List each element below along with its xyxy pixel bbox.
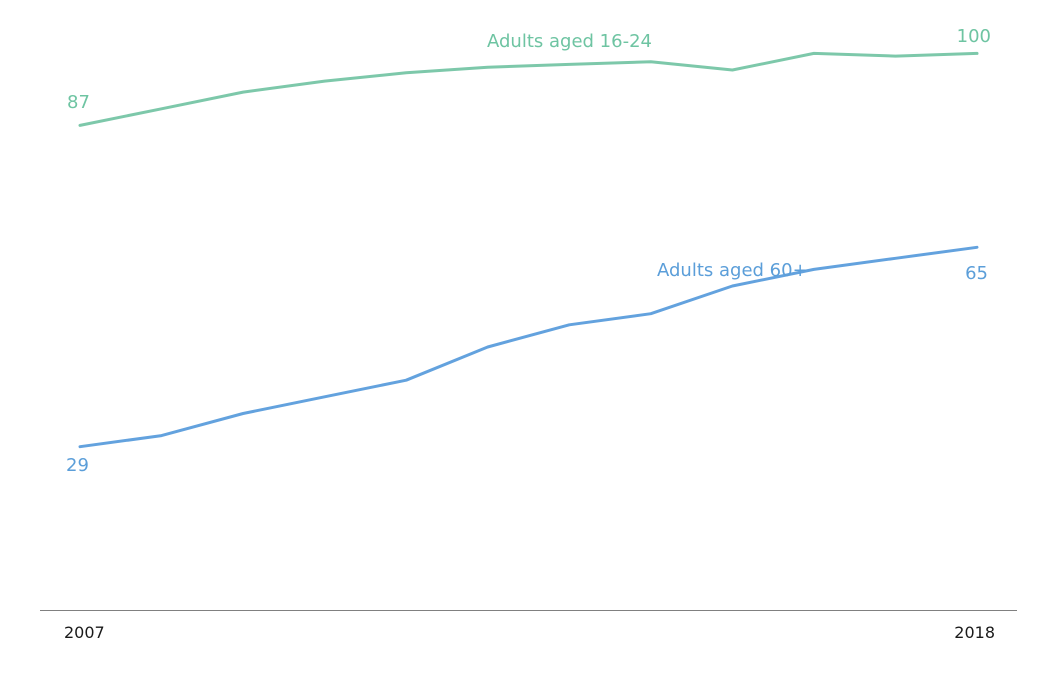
series-label-adults-16-24: Adults aged 16-24 xyxy=(487,31,652,52)
series-line-adults-16-24 xyxy=(78,51,979,127)
start-value-label-adults-60-plus: 29 xyxy=(66,455,89,476)
series-label-adults-60-plus: Adults aged 60+ xyxy=(657,260,808,281)
x-tick-label-2007: 2007 xyxy=(64,623,105,642)
x-tick-label-2018: 2018 xyxy=(954,623,995,642)
end-value-label-adults-60-plus: 65 xyxy=(965,263,988,284)
series-line-adults-60-plus xyxy=(78,245,979,449)
start-value-label-adults-16-24: 87 xyxy=(67,92,90,113)
end-value-label-adults-16-24: 100 xyxy=(956,26,991,47)
